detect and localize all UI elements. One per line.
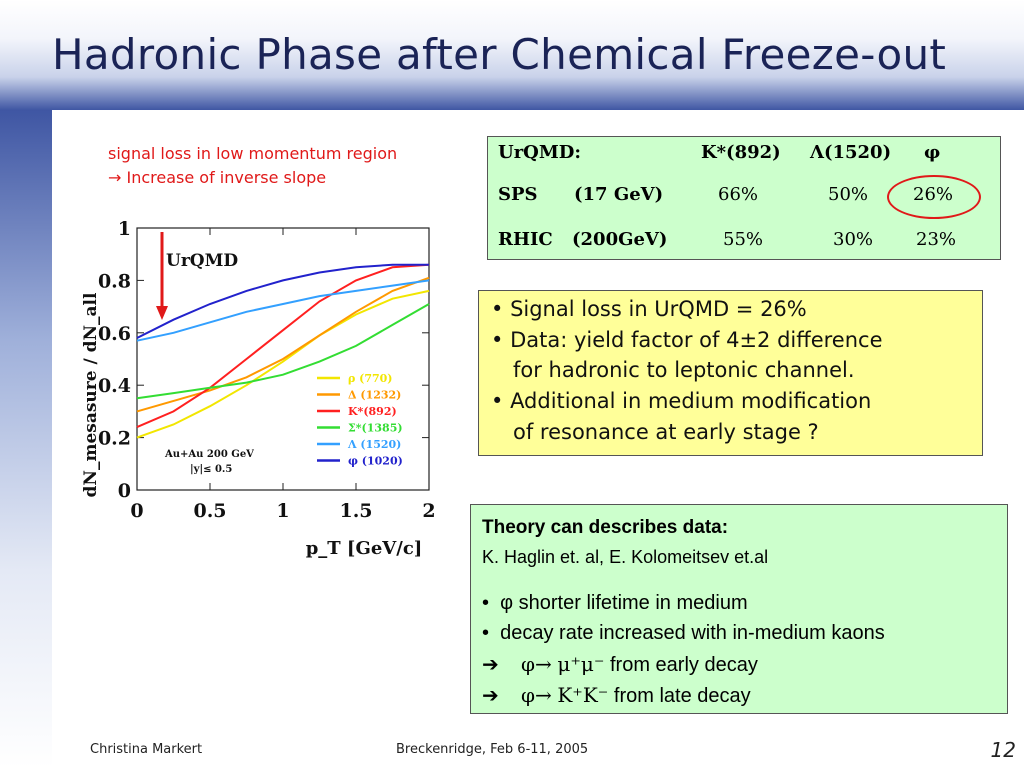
plot-frame: [136, 227, 430, 491]
table-header-kstar: K*(892): [701, 142, 781, 163]
info-line-1: Au+Au 200 GeV: [164, 449, 254, 460]
note-line-2: → Increase of inverse slope: [108, 168, 327, 187]
theory-arrow-2-formula: K⁺K⁻: [557, 683, 609, 707]
signal-bullet-3-text: Additional in medium modification: [510, 389, 872, 413]
signal-bullet-2-text: Data: yield factor of 4±2 difference: [510, 328, 883, 352]
theory-arrow-2-text: from late decay: [608, 685, 751, 707]
x-tick-label: 0: [130, 500, 143, 522]
x-tick-label: 1: [276, 500, 289, 522]
y-tick-label: 0: [118, 480, 131, 502]
table-row-sps-kstar: 66%: [718, 184, 759, 205]
table-row-rhic-kstar: 55%: [723, 229, 764, 250]
phi-sps-highlight-ring: [887, 175, 981, 219]
x-tick-label: 1.5: [339, 500, 372, 522]
theory-arrow-1-formula: μ⁺μ⁻: [557, 652, 605, 676]
x-axis-label: p_T [GeV/c]: [306, 538, 423, 559]
theory-authors: K. Haglin et. al, E. Kolomeitsev et.al: [482, 547, 769, 567]
legend-label: K*(892): [348, 405, 397, 418]
signal-bullet-3-cont: of resonance at early stage ?: [513, 420, 819, 444]
series-line: [136, 279, 430, 342]
page-number: 12: [990, 738, 1016, 762]
table-row-sps-label: SPS: [498, 184, 538, 205]
legend-label: Δ (1232): [348, 389, 401, 402]
theory-arrow-1: ➔ φ→ μ⁺μ⁻ from early decay: [482, 652, 758, 677]
legend-label: ρ (770): [348, 372, 393, 385]
arrow-icon: ➔: [482, 654, 499, 676]
theory-bullet-2: • decay rate increased with in-medium ka…: [482, 622, 885, 644]
theory-arrow-2-phi: φ→: [521, 683, 552, 707]
urqmd-annotation-arrowhead: [156, 306, 168, 320]
theory-arrow-1-phi: φ→: [521, 652, 552, 676]
y-tick-label: 0.8: [98, 270, 131, 292]
left-decor-strip: [0, 110, 52, 768]
table-row-sps-lambda: 50%: [828, 184, 869, 205]
signal-loss-note: signal loss in low momentum region → Inc…: [108, 142, 397, 190]
arrow-icon: ➔: [482, 685, 499, 707]
theory-box: Theory can describes data: K. Haglin et.…: [470, 504, 1008, 714]
table-row-rhic-energy: (200GeV): [572, 229, 668, 250]
y-tick-label: 0.2: [98, 428, 131, 450]
signal-loss-box: • Signal loss in UrQMD = 26% • Data: yie…: [478, 290, 983, 456]
urqmd-ratio-chart: 2 1.5 1 0.5 0 1 0.8 0.6 0.4 0.2 0 dN_mesasure / dN…: [81, 218, 436, 559]
theory-bullet-2-text: decay rate increased with in-medium kaon…: [500, 622, 885, 644]
y-tick-label: 0.6: [98, 323, 131, 345]
urqmd-signal-loss-table: UrQMD: K*(892) Λ(1520) φ SPS (17 GeV) 66…: [487, 136, 1001, 260]
y-tick-label: 0.4: [98, 375, 131, 397]
x-tick-label: 0.5: [193, 500, 226, 522]
table-header-lambda: Λ(1520): [810, 142, 892, 163]
legend-label: Λ (1520): [347, 438, 401, 451]
footer-event: Breckenridge, Feb 6-11, 2005: [396, 742, 589, 757]
x-tick-label: 2: [422, 500, 435, 522]
table-header-phi: φ: [924, 142, 941, 163]
theory-arrow-1-text: from early decay: [604, 654, 758, 676]
legend-label: φ (1020): [348, 455, 403, 468]
signal-bullet-1-text: Signal loss in UrQMD = 26%: [510, 297, 807, 321]
slide-title: Hadronic Phase after Chemical Freeze-out: [52, 30, 947, 79]
theory-heading: Theory can describes data:: [482, 517, 729, 538]
theory-bullet-1-text: φ shorter lifetime in medium: [500, 592, 748, 614]
theory-bullet-1: • φ shorter lifetime in medium: [482, 592, 748, 614]
signal-bullet-3: • Additional in medium modification: [491, 389, 872, 413]
footer-author: Christina Markert: [90, 742, 203, 757]
signal-bullet-1: • Signal loss in UrQMD = 26%: [491, 297, 807, 321]
y-tick-label: 1: [118, 218, 131, 240]
table-row-rhic-lambda: 30%: [833, 229, 874, 250]
series-line: [136, 289, 430, 439]
signal-bullet-2: • Data: yield factor of 4±2 difference: [491, 328, 883, 352]
title-bar: [0, 0, 1024, 110]
table-header-label: UrQMD:: [498, 142, 582, 163]
series-line: [136, 263, 430, 429]
info-line-2: |y|≤ 0.5: [190, 464, 232, 475]
series-line: [136, 263, 429, 339]
urqmd-annotation: UrQMD: [166, 251, 238, 271]
table-row-rhic-label: RHIC: [498, 229, 553, 250]
table-row-sps-energy: (17 GeV): [574, 184, 664, 205]
series-line: [136, 303, 430, 400]
series-line: [136, 276, 430, 413]
legend-label: Σ*(1385): [348, 422, 403, 435]
y-axis-label: dN_mesasure / dN_all: [81, 292, 101, 497]
table-row-rhic-phi: 23%: [916, 229, 957, 250]
signal-bullet-2-cont: for hadronic to leptonic channel.: [513, 358, 855, 382]
note-line-1: signal loss in low momentum region: [108, 144, 398, 163]
theory-arrow-2: ➔ φ→ K⁺K⁻ from late decay: [482, 683, 751, 708]
